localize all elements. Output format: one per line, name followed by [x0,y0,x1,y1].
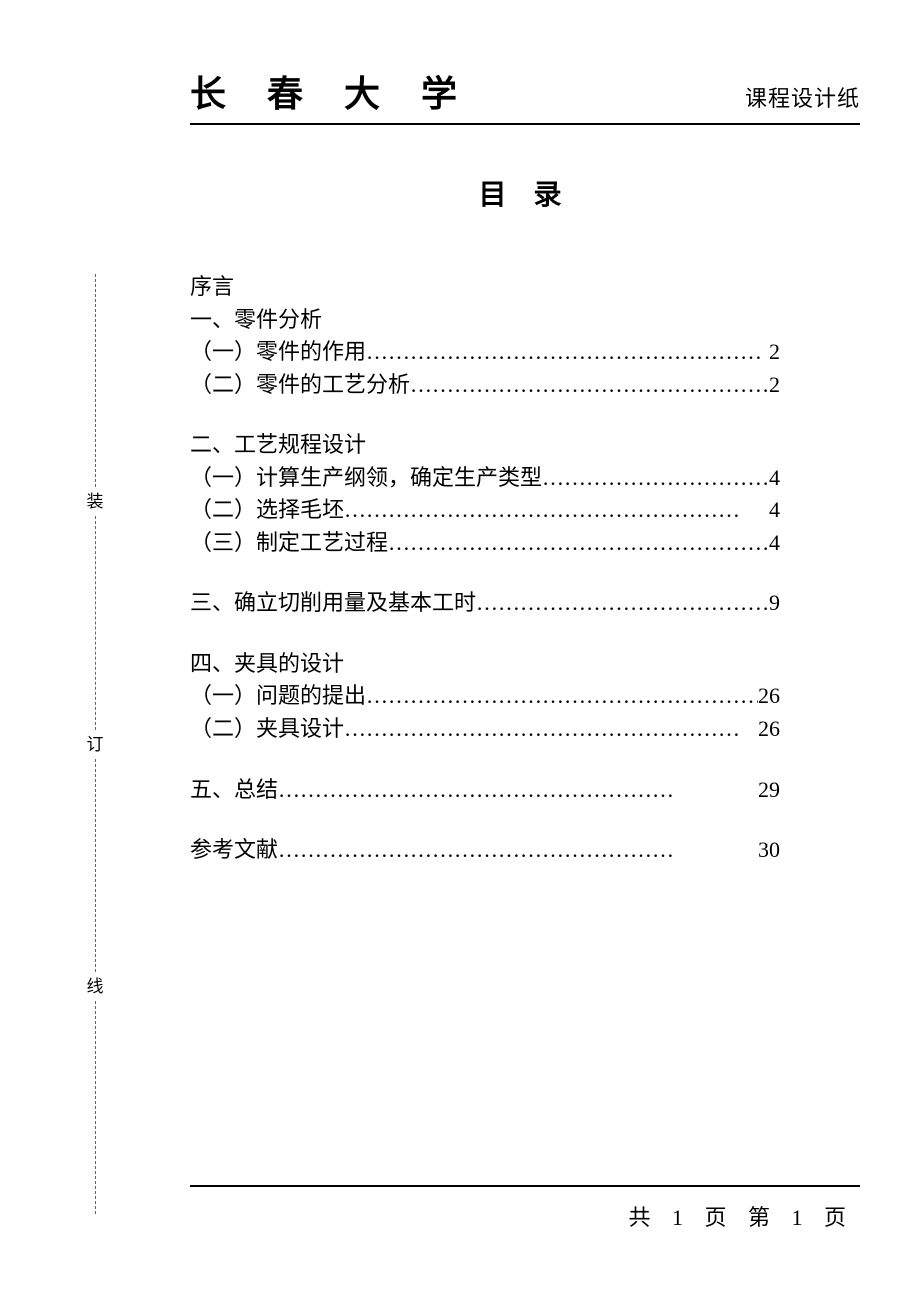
toc-section-heading: 一、零件分析 [190,304,860,337]
toc-item-page: 4 [769,462,780,495]
toc-body: 序言 一、零件分析 （一）零件的作用 ……………………………………………… 2 … [190,271,860,867]
binding-dash [95,516,96,729]
binding-char-1: 装 [87,493,104,510]
toc-leader-dots: ……………………………………………… [388,527,769,560]
toc-section-heading: 二、工艺规程设计 [190,429,860,462]
toc-item-page: 2 [769,336,780,369]
toc-item: （一）计算生产纲领，确定生产类型 ……………………………………………… 4 [190,462,780,495]
toc-leader-dots: ……………………………………………… [344,713,758,746]
toc-item-page: 9 [769,587,780,620]
binding-dash [95,274,96,487]
toc-item-page: 2 [769,369,780,402]
toc-spacer [190,559,860,587]
toc-preface: 序言 [190,271,860,304]
toc-item-page: 26 [758,680,780,713]
toc-item-page: 30 [758,834,780,867]
footer-rule [190,1185,860,1187]
toc-item-label: （一）零件的作用 [190,336,366,369]
toc-item-label: 三、确立切削用量及基本工时 [190,587,476,620]
toc-leader-dots: ……………………………………………… [410,369,769,402]
page-content: 长 春 大 学 课程设计纸 目 录 序言 一、零件分析 （一）零件的作用 ………… [190,65,860,867]
toc-spacer [190,806,860,834]
toc-leader-dots: ……………………………………………… [366,680,758,713]
university-name: 长 春 大 学 [190,65,473,117]
toc-item-label: （二）零件的工艺分析 [190,369,410,402]
toc-section-heading-with-page: 五、总结 ……………………………………………… 29 [190,774,780,807]
toc-item: （二）零件的工艺分析 ……………………………………………… 2 [190,369,780,402]
toc-item-page: 29 [758,774,780,807]
binding-margin: 装 订 线 [86,274,104,1214]
toc-section-heading: 四、夹具的设计 [190,648,860,681]
toc-item-page: 26 [758,713,780,746]
binding-dash [95,759,96,972]
toc-leader-dots: ……………………………………………… [278,774,758,807]
binding-char-3: 线 [87,978,104,995]
toc-item-label: 五、总结 [190,774,278,807]
binding-char-2: 订 [87,736,104,753]
toc-item-label: （一）问题的提出 [190,680,366,713]
toc-item-label: 参考文献 [190,834,278,867]
toc-item: （二）夹具设计 ……………………………………………… 26 [190,713,780,746]
header: 长 春 大 学 课程设计纸 [190,65,860,125]
toc-item: （三）制定工艺过程 ……………………………………………… 4 [190,527,780,560]
toc-spacer [190,401,860,429]
toc-leader-dots: ……………………………………………… [278,834,758,867]
toc-item: （一）问题的提出 ……………………………………………… 26 [190,680,780,713]
footer-pagination: 共 1 页 第 1 页 [190,1200,860,1232]
toc-spacer [190,746,860,774]
toc-item-label: （二）夹具设计 [190,713,344,746]
toc-title: 目 录 [190,173,860,213]
toc-leader-dots: ……………………………………………… [366,336,769,369]
toc-item-label: （一）计算生产纲领，确定生产类型 [190,462,542,495]
toc-section-heading-with-page: 三、确立切削用量及基本工时 ……………………………………………… 9 [190,587,780,620]
toc-leader-dots: ……………………………………………… [542,462,769,495]
toc-references: 参考文献 ……………………………………………… 30 [190,834,780,867]
toc-leader-dots: ……………………………………………… [476,587,769,620]
toc-item: （一）零件的作用 ……………………………………………… 2 [190,336,780,369]
toc-leader-dots: ……………………………………………… [344,494,769,527]
toc-spacer [190,620,860,648]
binding-dash [95,1001,96,1214]
doc-type-label: 课程设计纸 [745,81,860,113]
toc-item-label: （三）制定工艺过程 [190,527,388,560]
toc-item: （二）选择毛坯 ……………………………………………… 4 [190,494,780,527]
toc-item-page: 4 [769,494,780,527]
toc-item-page: 4 [769,527,780,560]
toc-item-label: （二）选择毛坯 [190,494,344,527]
